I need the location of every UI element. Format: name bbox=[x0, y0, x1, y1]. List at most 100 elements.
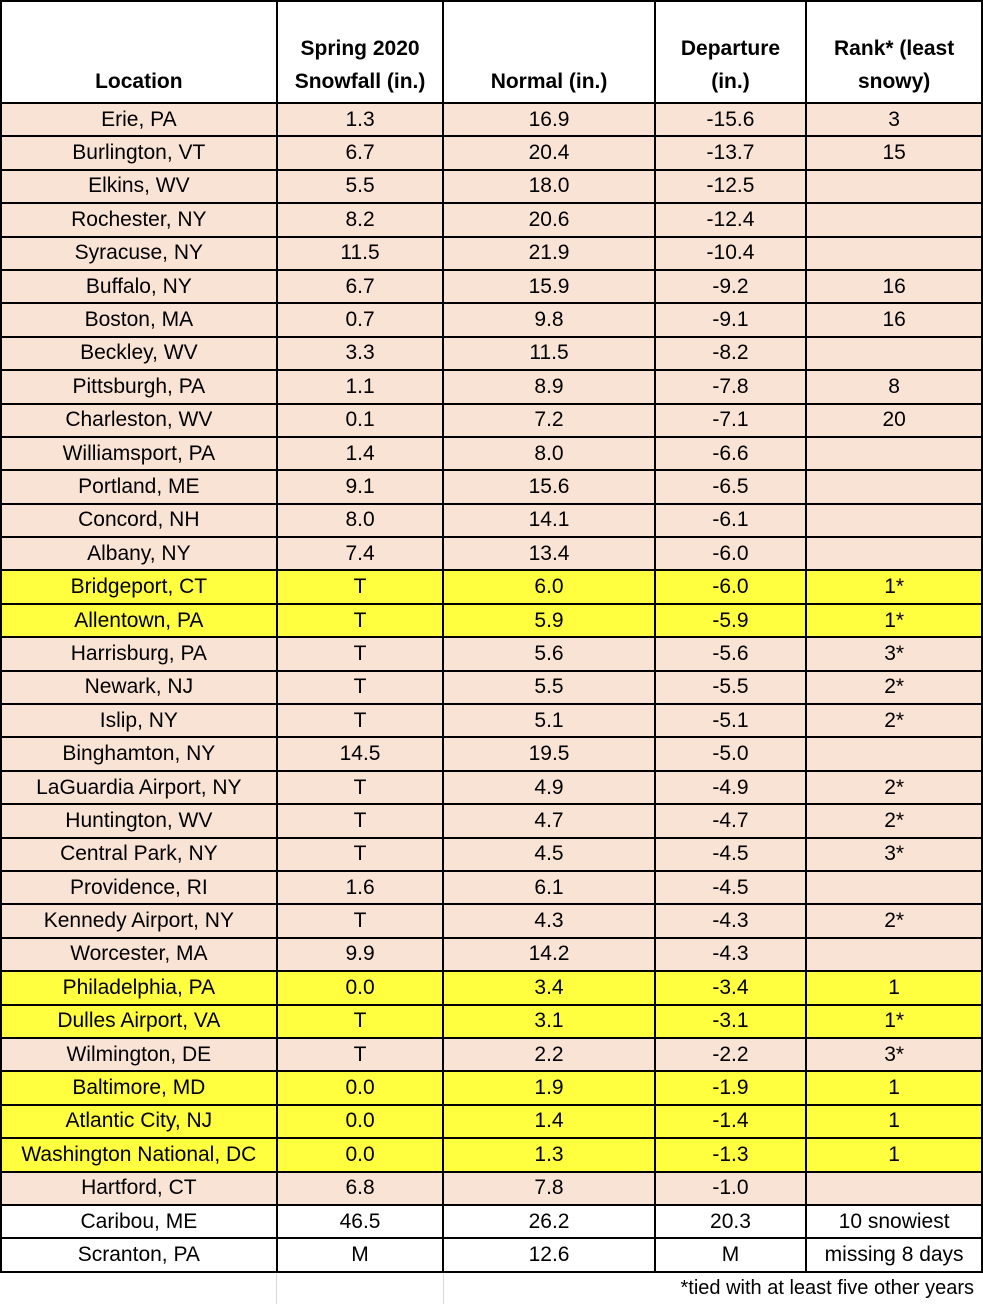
cell-normal: 4.7 bbox=[442, 803, 656, 839]
cell-rank: 8 bbox=[805, 369, 983, 405]
cell-snowfall: 0.1 bbox=[275, 402, 445, 438]
cell-snowfall: M bbox=[275, 1237, 445, 1273]
cell-snowfall: 0.7 bbox=[275, 302, 445, 338]
table-row: Islip, NY T 5.1 -5.1 2* bbox=[0, 703, 983, 739]
cell-snowfall: T bbox=[275, 903, 445, 939]
table-row: Central Park, NY T 4.5 -4.5 3* bbox=[0, 836, 983, 872]
cell-departure: -6.0 bbox=[653, 536, 808, 572]
cell-rank: 3 bbox=[805, 101, 983, 138]
cell-departure: -5.6 bbox=[653, 636, 808, 672]
cell-snowfall: 1.3 bbox=[275, 101, 445, 138]
cell-snowfall: 6.7 bbox=[275, 268, 445, 305]
table-row: Erie, PA 1.3 16.9 -15.6 3 bbox=[0, 101, 983, 138]
cell-normal: 21.9 bbox=[442, 235, 656, 271]
cell-rank: 1 bbox=[805, 1070, 983, 1106]
cell-rank bbox=[805, 168, 983, 205]
table-row: Elkins, WV 5.5 18.0 -12.5 bbox=[0, 168, 983, 205]
cell-rank: 3* bbox=[805, 636, 983, 672]
cell-departure: -9.1 bbox=[653, 302, 808, 338]
cell-snowfall: 0.0 bbox=[275, 1103, 445, 1140]
cell-snowfall: 7.4 bbox=[275, 536, 445, 572]
cell-departure: -13.7 bbox=[653, 135, 808, 171]
cell-snowfall: T bbox=[275, 836, 445, 872]
cell-normal: 5.6 bbox=[442, 636, 656, 672]
cell-rank: 2* bbox=[805, 803, 983, 839]
table-row: LaGuardia Airport, NY T 4.9 -4.9 2* bbox=[0, 769, 983, 806]
table-row: Rochester, NY 8.2 20.6 -12.4 bbox=[0, 202, 983, 238]
cell-rank bbox=[805, 502, 983, 539]
cell-location: Albany, NY bbox=[0, 536, 278, 572]
cell-location: Central Park, NY bbox=[0, 836, 278, 872]
cell-location: Kennedy Airport, NY bbox=[0, 903, 278, 939]
cell-departure: -4.3 bbox=[653, 936, 808, 973]
cell-snowfall: 1.6 bbox=[275, 869, 445, 906]
cell-snowfall: 0.0 bbox=[275, 970, 445, 1006]
cell-departure: -3.1 bbox=[653, 1003, 808, 1039]
cell-departure: -6.6 bbox=[653, 435, 808, 472]
cell-location: Elkins, WV bbox=[0, 168, 278, 205]
cell-rank: 1 bbox=[805, 1103, 983, 1140]
cell-rank bbox=[805, 235, 983, 271]
cell-location: Islip, NY bbox=[0, 703, 278, 739]
cell-normal: 5.5 bbox=[442, 669, 656, 706]
cell-normal: 4.3 bbox=[442, 903, 656, 939]
cell-departure: -6.0 bbox=[653, 569, 808, 605]
cell-location: Providence, RI bbox=[0, 869, 278, 906]
footer-blank bbox=[276, 1270, 444, 1304]
footer-row: *tied with at least five other years bbox=[1, 1270, 982, 1304]
cell-normal: 5.9 bbox=[442, 602, 656, 639]
cell-rank: 16 bbox=[805, 268, 983, 305]
cell-location: Concord, NH bbox=[0, 502, 278, 539]
cell-rank bbox=[805, 1170, 983, 1206]
footnote: *tied with at least five other years bbox=[442, 1270, 982, 1304]
cell-departure: -1.3 bbox=[653, 1137, 808, 1173]
cell-location: Washington National, DC bbox=[0, 1137, 278, 1173]
cell-snowfall: 3.3 bbox=[275, 335, 445, 372]
cell-departure: -4.3 bbox=[653, 903, 808, 939]
cell-departure: -8.2 bbox=[653, 335, 808, 372]
cell-departure: -9.2 bbox=[653, 268, 808, 305]
cell-normal: 1.4 bbox=[442, 1103, 656, 1140]
cell-rank bbox=[805, 335, 983, 372]
cell-normal: 6.1 bbox=[442, 869, 656, 906]
cell-normal: 15.6 bbox=[442, 469, 656, 505]
cell-snowfall: 11.5 bbox=[275, 235, 445, 271]
cell-departure: -4.9 bbox=[653, 769, 808, 806]
cell-location: Atlantic City, NJ bbox=[0, 1103, 278, 1140]
cell-departure: -1.4 bbox=[653, 1103, 808, 1140]
cell-snowfall: 6.7 bbox=[275, 135, 445, 171]
table-row: Albany, NY 7.4 13.4 -6.0 bbox=[0, 536, 983, 572]
cell-departure: -2.2 bbox=[653, 1036, 808, 1073]
cell-snowfall: T bbox=[275, 636, 445, 672]
cell-location: Huntington, WV bbox=[0, 803, 278, 839]
cell-normal: 8.0 bbox=[442, 435, 656, 472]
cell-location: Binghamton, NY bbox=[0, 736, 278, 772]
cell-normal: 14.1 bbox=[442, 502, 656, 539]
cell-snowfall: 8.2 bbox=[275, 202, 445, 238]
cell-snowfall: T bbox=[275, 703, 445, 739]
table-row: Wilmington, DE T 2.2 -2.2 3* bbox=[0, 1036, 983, 1073]
table-row: Charleston, WV 0.1 7.2 -7.1 20 bbox=[0, 402, 983, 438]
cell-departure: -15.6 bbox=[653, 101, 808, 138]
cell-departure: -5.5 bbox=[653, 669, 808, 706]
table-row: Burlington, VT 6.7 20.4 -13.7 15 bbox=[0, 135, 983, 171]
cell-departure: -12.5 bbox=[653, 168, 808, 205]
cell-normal: 5.1 bbox=[442, 703, 656, 739]
cell-normal: 15.9 bbox=[442, 268, 656, 305]
table-row: Bridgeport, CT T 6.0 -6.0 1* bbox=[0, 569, 983, 605]
cell-snowfall: T bbox=[275, 669, 445, 706]
cell-rank: 2* bbox=[805, 769, 983, 806]
cell-normal: 20.4 bbox=[442, 135, 656, 171]
cell-rank bbox=[805, 736, 983, 772]
cell-snowfall: T bbox=[275, 1036, 445, 1073]
cell-snowfall: 46.5 bbox=[275, 1203, 445, 1240]
cell-rank: 15 bbox=[805, 135, 983, 171]
cell-normal: 12.6 bbox=[442, 1237, 656, 1273]
cell-location: Boston, MA bbox=[0, 302, 278, 338]
cell-location: Dulles Airport, VA bbox=[0, 1003, 278, 1039]
cell-snowfall: 1.4 bbox=[275, 435, 445, 472]
cell-departure: -5.9 bbox=[653, 602, 808, 639]
cell-rank: 2* bbox=[805, 669, 983, 706]
table-row: Atlantic City, NJ 0.0 1.4 -1.4 1 bbox=[0, 1103, 983, 1140]
cell-snowfall: 0.0 bbox=[275, 1070, 445, 1106]
